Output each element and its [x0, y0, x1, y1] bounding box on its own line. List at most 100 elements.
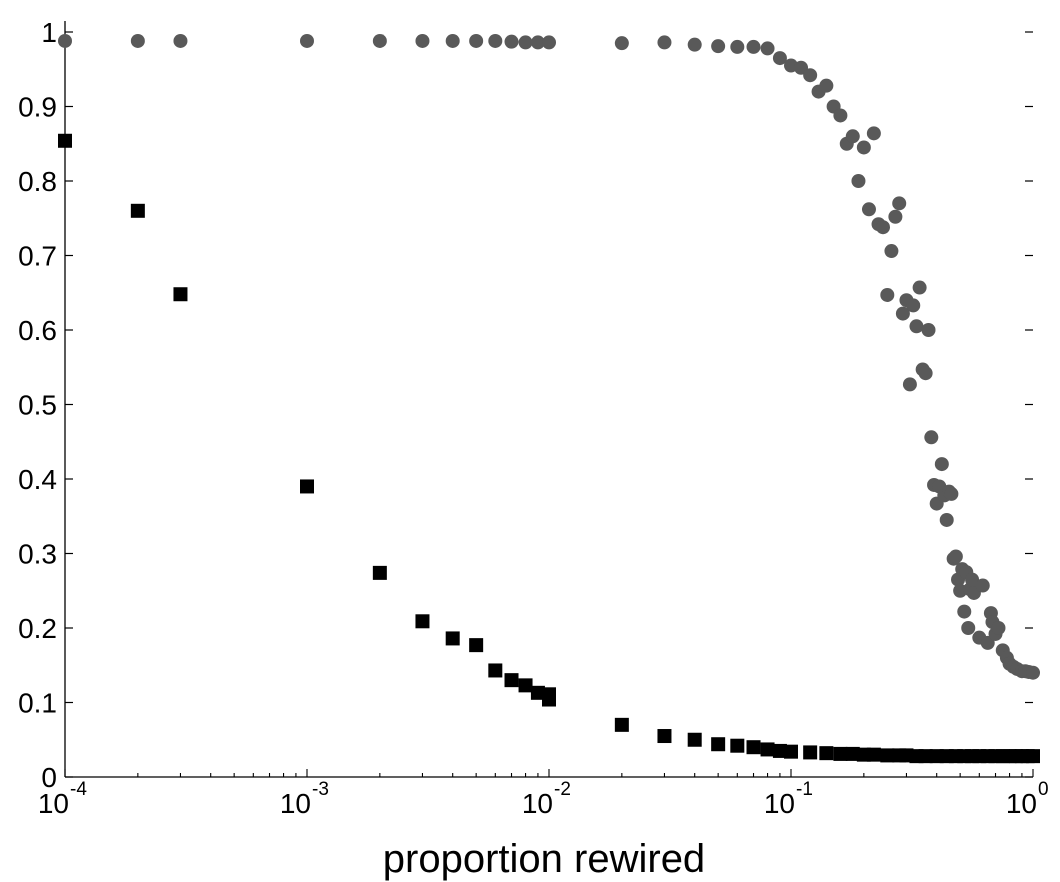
x-tick-label: 10 0	[1006, 779, 1049, 819]
circle-point	[530, 35, 545, 50]
circle-point	[856, 140, 871, 155]
y-tick-label: 0.5	[18, 390, 57, 421]
x-tick-label: 10 -2	[522, 779, 571, 819]
circle-point	[895, 306, 910, 321]
circle-point	[991, 621, 1006, 635]
x-ticks: 10 -4 10 -3 10 -2 10 -1 10 0	[38, 769, 1049, 819]
circle-point	[924, 430, 939, 445]
circle-point	[730, 39, 745, 54]
circle-point	[876, 220, 891, 235]
square-point	[530, 685, 545, 700]
x-tick-base: 10	[1006, 788, 1037, 819]
circle-point	[939, 512, 954, 527]
x-tick-exponent: -4	[70, 779, 87, 800]
x-tick-label: 10 -3	[280, 779, 329, 819]
circle-point	[488, 33, 503, 48]
square-point	[760, 742, 775, 757]
x-tick-exponent: -1	[796, 779, 813, 800]
circle-point	[866, 126, 881, 141]
circle-point	[300, 33, 314, 48]
x-tick-exponent: -3	[312, 779, 329, 800]
circle-point	[965, 572, 980, 587]
circle-point	[892, 196, 907, 211]
circle-point	[880, 287, 895, 302]
square-point	[918, 749, 933, 764]
circle-point	[1026, 665, 1040, 680]
circle-point	[888, 209, 903, 224]
x-tick-base: 10	[38, 788, 69, 819]
x-tick-base: 10	[764, 788, 795, 819]
square-point	[542, 692, 556, 707]
circle-point	[445, 33, 460, 48]
circle-point	[687, 37, 702, 52]
y-tick-label: 0.3	[18, 539, 57, 570]
circle-point	[918, 366, 933, 381]
square-point	[784, 744, 798, 759]
y-tick-label: 0.8	[18, 166, 57, 197]
circle-point	[760, 41, 775, 56]
square-point	[866, 747, 881, 762]
square-point	[746, 740, 761, 755]
circle-point	[851, 174, 866, 188]
square-point	[657, 729, 672, 744]
y-tick-label: 1	[41, 17, 57, 48]
square-point	[504, 673, 519, 688]
circle-point	[906, 298, 921, 313]
square-point	[880, 748, 895, 763]
square-point	[518, 678, 533, 693]
circle-point	[861, 202, 876, 217]
circle-point	[948, 549, 963, 564]
square-point	[614, 717, 629, 732]
circle-point	[614, 36, 629, 51]
x-tick-base: 10	[522, 788, 553, 819]
square-point	[173, 287, 188, 302]
circle-point	[130, 33, 145, 48]
x-tick-label: 10 -1	[764, 779, 813, 819]
circle-point	[975, 578, 990, 593]
square-point	[819, 746, 834, 761]
square-point	[833, 746, 848, 761]
y-tick-label: 0	[41, 762, 57, 793]
circle-point	[909, 319, 924, 334]
circle-point	[902, 377, 917, 392]
circle-point	[921, 323, 936, 337]
circle-point	[746, 39, 761, 54]
circle-point	[469, 33, 484, 48]
y-tick-label: 0.1	[18, 688, 57, 719]
square-point	[415, 614, 430, 629]
circle-point	[542, 35, 556, 50]
data-points	[58, 33, 1040, 764]
circle-point	[772, 51, 787, 66]
square-point	[130, 203, 145, 218]
circle-point	[415, 33, 430, 48]
y-tick-label: 0.4	[18, 464, 57, 495]
square-point	[469, 638, 484, 653]
square-point	[687, 732, 702, 747]
axes	[64, 21, 1033, 778]
circle-point	[504, 34, 519, 49]
square-point	[730, 738, 745, 753]
y-ticks: 0 0.1 0.2 0.3 0.4 0.5 0.6 0.7 0.8 0.9 1	[18, 17, 1033, 793]
circle-point	[173, 33, 188, 48]
square-point	[845, 746, 860, 761]
square-point	[711, 737, 726, 752]
y-tick-label: 0.2	[18, 613, 57, 644]
y-tick-label: 0.9	[18, 92, 57, 123]
circle-point	[934, 457, 949, 472]
circle-point	[58, 33, 72, 48]
circle-point	[518, 35, 533, 50]
square-point	[772, 743, 787, 758]
x-tick-exponent: -2	[554, 779, 571, 800]
x-tick-exponent: 0	[1038, 779, 1049, 800]
square-point	[300, 479, 314, 494]
circle-point	[845, 129, 860, 144]
circle-point	[803, 68, 818, 83]
square-point	[1026, 749, 1040, 764]
circle-point	[819, 78, 834, 93]
square-point	[372, 565, 387, 580]
square-point	[58, 133, 72, 148]
x-tick-label: 10 -4	[38, 779, 87, 819]
square-point	[445, 631, 460, 646]
circle-point	[884, 244, 899, 259]
